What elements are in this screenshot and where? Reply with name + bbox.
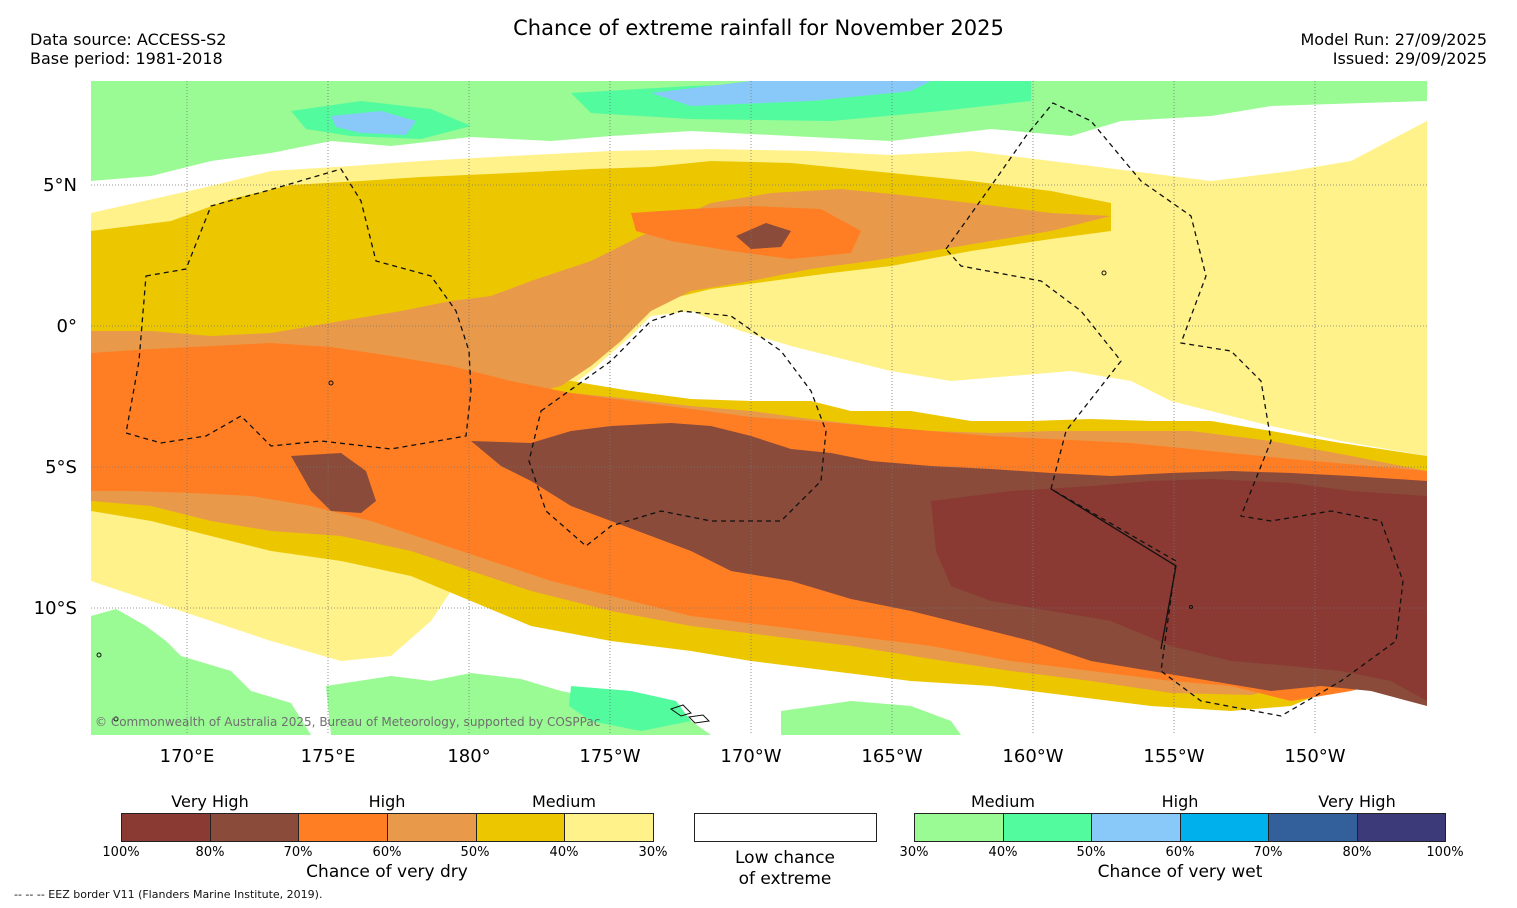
wet-40-50-south	[569, 686, 691, 731]
swatch-wet-60-70	[1180, 813, 1269, 842]
map-copyright: © Commonwealth of Australia 2025, Bureau…	[95, 715, 601, 729]
wet-tick-80: 80%	[1342, 845, 1372, 860]
data-source: Data source: ACCESS-S2	[30, 30, 227, 49]
wet-50-60-north-2	[651, 81, 931, 106]
dry-tick-40: 40%	[549, 845, 579, 860]
dry-level-very-high: Very High	[171, 792, 249, 811]
island-dot-3	[96, 652, 102, 658]
issued-date: Issued: 29/09/2025	[1332, 49, 1487, 68]
lat-label-5s: 5°S	[45, 457, 77, 478]
wet-caption: Chance of very wet	[1097, 862, 1263, 882]
swatch-wet-30-40	[914, 813, 1004, 842]
eez-borders	[125, 102, 1404, 717]
lon-label-165w: 165°W	[861, 746, 923, 767]
chart-title: Chance of extreme rainfall for November …	[513, 16, 1004, 40]
swatch-dry-60-50	[387, 813, 477, 842]
lon-label-160w: 160°W	[1002, 746, 1064, 767]
base-period: Base period: 1981-2018	[30, 49, 223, 68]
eez-solid-border	[1050, 488, 1177, 650]
neutral-caption-line1: Low chance	[735, 848, 835, 868]
dry-tick-80: 80%	[195, 845, 225, 860]
swatch-dry-40-30	[564, 813, 654, 842]
island-dot-4	[113, 716, 119, 722]
swatch-dry-80-70	[210, 813, 299, 842]
lon-label-150w: 150°W	[1284, 746, 1346, 767]
swatch-neutral	[694, 813, 877, 842]
island-samoa	[669, 704, 692, 717]
lon-label-175e: 175°E	[300, 746, 356, 767]
wet-tick-30: 30%	[899, 845, 929, 860]
wet-level-very-high: Very High	[1318, 792, 1396, 811]
island-samoa-2	[687, 714, 711, 724]
swatch-dry-50-40	[476, 813, 565, 842]
islands	[96, 270, 1193, 724]
wet-tick-100: 100%	[1426, 845, 1464, 860]
dry-tick-60: 60%	[372, 845, 402, 860]
island-dot-5	[328, 380, 334, 386]
dry-tick-30: 30%	[638, 845, 668, 860]
eez-line-islands	[945, 102, 1404, 717]
wet-50-60-north	[331, 111, 416, 135]
neutral-caption-line2: of extreme	[738, 869, 832, 889]
dry-80-70-north-patch	[736, 223, 791, 249]
wet-tick-60: 60%	[1165, 845, 1195, 860]
graticule	[91, 81, 1427, 735]
lat-label-0: 0°	[56, 316, 77, 337]
rainfall-map	[91, 81, 1427, 735]
wet-regions	[91, 81, 1427, 735]
lon-label-175w: 175°W	[579, 746, 641, 767]
wet-30-40-north	[91, 81, 1427, 181]
wet-30-40-southwest	[91, 609, 311, 735]
dry-tick-100: 100%	[102, 845, 140, 860]
lon-label-170e: 170°E	[159, 746, 215, 767]
swatch-dry-70-60	[298, 813, 388, 842]
wet-30-40-south-east	[781, 701, 961, 735]
swatch-wet-70-80	[1268, 813, 1358, 842]
eez-footnote: -- -- -- EEZ border V11 (Flanders Marine…	[14, 888, 323, 901]
wet-tick-40: 40%	[988, 845, 1018, 860]
wet-30-40-east-patch	[1221, 93, 1266, 103]
lon-label-155w: 155°W	[1143, 746, 1205, 767]
wet-level-high: High	[1161, 792, 1199, 811]
eez-tokelau-phoenix	[528, 310, 827, 547]
model-run: Model Run: 27/09/2025	[1300, 30, 1488, 49]
wet-tick-70: 70%	[1253, 845, 1283, 860]
wet-level-medium: Medium	[971, 792, 1035, 811]
swatch-wet-50-60	[1091, 813, 1181, 842]
swatch-wet-80-100	[1357, 813, 1446, 842]
lon-label-180: 180°	[447, 746, 491, 767]
lat-label-10s: 10°S	[33, 598, 77, 619]
dry-caption: Chance of very dry	[306, 862, 468, 882]
dry-100-80-core	[931, 479, 1427, 701]
dry-level-medium: Medium	[532, 792, 596, 811]
dry-80-70-west	[291, 453, 376, 513]
dry-tick-70: 70%	[283, 845, 313, 860]
dry-tick-50: 50%	[460, 845, 490, 860]
lat-label-5n: 5°N	[43, 175, 77, 196]
island-dot-2	[1189, 605, 1193, 609]
eez-kiribati-gilberts	[125, 168, 472, 450]
island-dot-1	[1101, 270, 1107, 276]
dry-level-high: High	[368, 792, 406, 811]
lon-label-170w: 170°W	[720, 746, 782, 767]
swatch-wet-40-50	[1003, 813, 1092, 842]
wet-tick-50: 50%	[1076, 845, 1106, 860]
swatch-dry-100-80	[121, 813, 211, 842]
